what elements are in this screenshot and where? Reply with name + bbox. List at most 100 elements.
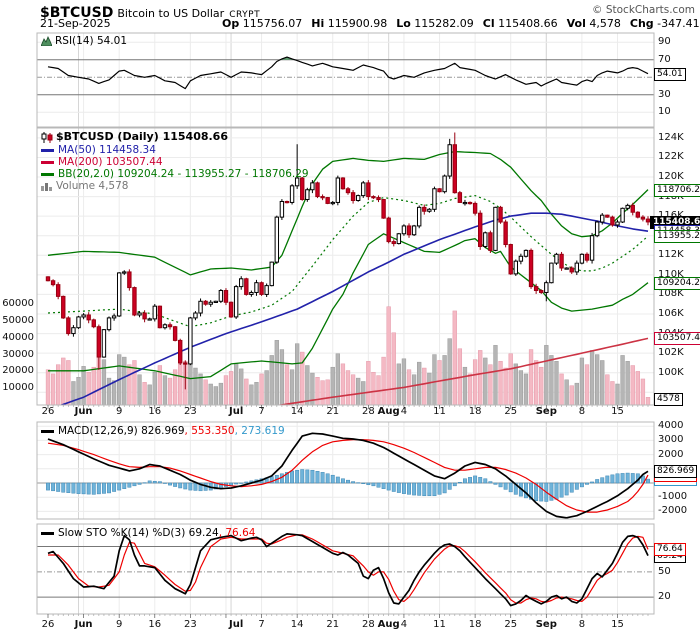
date-axis-label: 23 <box>183 406 197 417</box>
stockcharts-attribution: © StockCharts.com <box>592 4 695 16</box>
volume-legend-text[interactable]: Volume 4,578 <box>56 180 129 192</box>
volume-axis-label: 30000 <box>2 348 34 360</box>
macd-axis-label: -2000 <box>658 505 688 517</box>
sto-legend-text[interactable]: Slow STO %K(14) %D(3) 69.24 <box>58 527 219 539</box>
date-axis-label: 21 <box>326 406 340 417</box>
date-axis-label: 23 <box>183 619 197 630</box>
high-label: Hi <box>311 17 325 30</box>
date-axis-label: 4 <box>400 619 408 630</box>
bb-legend: BB(20,2.0) 109204.24 - 113955.27 - 11870… <box>41 168 309 180</box>
close-label: Cl <box>482 17 495 30</box>
date-axis-label: 26 <box>41 406 55 417</box>
macd-signal-value: , 553.350 <box>184 425 235 437</box>
sto-legend: Slow STO %K(14) %D(3) 69.24, 76.64 <box>41 527 255 539</box>
rsi-legend: RSI(14) 54.01 <box>40 35 128 47</box>
price-axis-label: 124K <box>658 131 684 143</box>
volume-value: 4,578 <box>589 17 621 30</box>
bb-legend-text[interactable]: BB(20,2.0) 109204.24 - 113955.27 - 11870… <box>58 168 309 180</box>
change-label: Chg <box>629 17 654 30</box>
bb-line-icon <box>41 172 54 176</box>
date-axis-label: Jul <box>228 619 244 630</box>
price-axis-label: 116K <box>658 210 684 221</box>
ma50-legend: MA(50) 114458.34 <box>41 144 156 156</box>
volume-value-box: 4578 <box>654 393 683 406</box>
candlestick-icon <box>41 131 53 143</box>
price-axis-label: 102K <box>658 347 684 359</box>
date-axis-label: 16 <box>148 406 162 417</box>
volume-bars-icon <box>41 182 52 191</box>
macd-line-icon <box>41 429 54 433</box>
indicator-value-box: 103507.44 <box>654 332 700 346</box>
macd-legend: MACD(12,26,9) 826.969, 553.350, 273.619 <box>41 425 285 437</box>
date-axis-label: Sep <box>535 619 557 630</box>
main-title-text[interactable]: $BTCUSD (Daily) 115408.66 <box>56 130 228 143</box>
date-axis-label: 9 <box>115 406 123 417</box>
date-axis-label: Jun <box>74 406 93 417</box>
ma200-line-icon <box>41 160 54 164</box>
date-axis-label: 26 <box>41 619 55 630</box>
volume-axis-label: 60000 <box>2 298 34 310</box>
change-value: -347.41 (-0.30%) <box>657 17 700 30</box>
date-axis-label: 25 <box>504 406 518 417</box>
macd-axis-label: -1000 <box>658 491 688 503</box>
date-axis-label: 28 <box>361 619 375 630</box>
date-axis-label: 28 <box>361 406 375 417</box>
rsi-axis-label: 70 <box>658 53 671 65</box>
date-axis-label: 7 <box>258 619 265 630</box>
rsi-area-icon <box>40 36 53 47</box>
date-axis-label: Jul <box>228 406 244 417</box>
macd-axis-label: 2000 <box>658 448 684 460</box>
sto-value-box: 76.64 <box>654 543 686 557</box>
high-value: 115900.98 <box>327 17 388 30</box>
chart-header: $BTCUSD Bitcoin to US Dollar CRYPT <box>40 2 260 21</box>
sto-line-icon <box>41 531 54 535</box>
date-axis-label: 8 <box>578 619 586 630</box>
date-axis-label: 11 <box>433 406 446 417</box>
date-axis-label: 15 <box>611 619 624 630</box>
ticker-name: Bitcoin to US Dollar <box>117 7 225 20</box>
indicator-value-box: 109204.24 <box>654 276 700 290</box>
volume-axis-label: 50000 <box>2 315 34 326</box>
macd-hist-value: , 273.619 <box>234 425 285 437</box>
ma200-legend-text[interactable]: MA(200) 103507.44 <box>58 156 163 168</box>
date-axis-label: 18 <box>468 406 482 417</box>
low-value: 115282.09 <box>414 17 474 30</box>
date-axis-label: 8 <box>578 406 586 417</box>
ma50-line-icon <box>41 148 54 152</box>
date-axis-label: 9 <box>115 619 123 630</box>
date-axis-label: 14 <box>290 619 304 630</box>
rsi-axis-label: 30 <box>658 88 671 100</box>
price-axis-label: 108K <box>658 288 684 300</box>
date-axis-label: 21 <box>326 619 340 630</box>
date-axis-label: Jun <box>74 619 93 630</box>
macd-value-box: 826.969 <box>654 465 698 479</box>
quote-row: 21-Sep-2025 Op 115756.07 Hi 115900.98 Lo 11… <box>40 17 700 30</box>
date-axis-label: Aug <box>377 406 400 417</box>
date-axis-label: Aug <box>377 619 400 630</box>
ma50-legend-text[interactable]: MA(50) 114458.34 <box>58 144 156 156</box>
rsi-axis-label: 90 <box>658 36 671 48</box>
volume-label: Vol <box>566 17 586 30</box>
volume-axis-label: 20000 <box>2 365 34 377</box>
quote-date: 21-Sep-2025 <box>40 17 111 30</box>
price-axis-label: 100K <box>658 366 684 378</box>
volume-axis-label: 40000 <box>2 331 34 343</box>
rsi-axis-label: 10 <box>658 106 671 118</box>
price-axis-label: 122K <box>658 151 684 163</box>
ticker-symbol: $BTCUSD <box>40 5 114 21</box>
ma200-legend: MA(200) 103507.44 <box>41 156 163 168</box>
price-axis-label: 106K <box>658 307 684 319</box>
price-axis-label: 110K <box>658 268 684 280</box>
macd-legend-text[interactable]: MACD(12,26,9) 826.969 <box>58 425 185 437</box>
macd-axis-label: 3000 <box>658 434 684 446</box>
rsi-legend-text[interactable]: RSI(14) 54.01 <box>55 35 128 47</box>
open-value: 115756.07 <box>242 17 303 30</box>
price-axis-label: 120K <box>658 171 684 182</box>
indicator-value-box: 118706.29 <box>654 183 700 197</box>
date-axis-label: 18 <box>468 619 482 630</box>
close-value: 115408.66 <box>498 17 558 30</box>
indicator-value-box: 113955.27 <box>654 230 700 244</box>
date-axis-label: Sep <box>535 406 557 417</box>
